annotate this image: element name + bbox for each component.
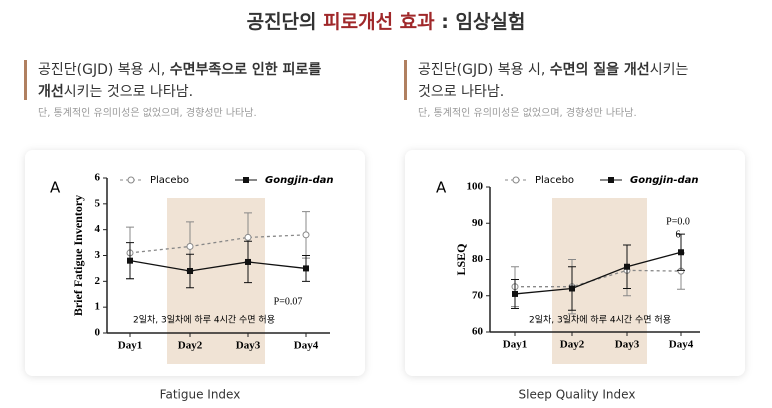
x-tick-label: Day2 — [178, 340, 203, 352]
chart-caption: Fatigue Index — [160, 388, 241, 402]
paragraph-run: 시키는 것으로 나타남. — [64, 84, 193, 100]
legend-marker — [608, 177, 614, 183]
paragraph-line: 것으로 나타남. — [418, 84, 504, 100]
legend-label: Placebo — [535, 175, 574, 186]
paragraph-run: 공진단(GJD) 복용 시, — [38, 62, 170, 78]
note: 단, 통계적인 유의미성은 없었으며, 경향성만 나타남. — [418, 106, 637, 119]
x-tick-label: Day3 — [615, 339, 640, 351]
legend-marker — [243, 177, 249, 183]
y-tick-label: 80 — [472, 253, 484, 265]
x-tick-label: Day1 — [503, 339, 527, 351]
paragraph-run: 수면의 질을 개선 — [550, 61, 650, 78]
paragraph-run: 것으로 나타남. — [418, 84, 504, 100]
series-line — [515, 269, 682, 288]
highlight-region — [167, 198, 265, 364]
data-point — [244, 233, 252, 241]
series-line — [129, 260, 307, 272]
paragraph-run: 시키는 — [650, 62, 689, 78]
y-tick-label: 1 — [95, 301, 101, 313]
data-point — [569, 285, 575, 292]
y-tick-label: 3 — [95, 249, 101, 261]
annotation: P=0.0 — [666, 216, 690, 227]
y-axis-label: LSEQ — [454, 243, 468, 275]
data-point — [512, 290, 518, 297]
x-tick-label: Day1 — [118, 340, 142, 352]
y-tick-label: 6 — [95, 172, 101, 184]
paragraph-line: 공진단(GJD) 복용 시, 수면부족으로 인한 피로를 — [38, 61, 321, 78]
data-point — [187, 268, 193, 274]
series-line — [129, 234, 307, 254]
data-point — [624, 263, 630, 270]
y-tick-label: 0 — [95, 327, 101, 339]
annotation: P=0.07 — [274, 296, 303, 307]
y-axis-label: Brief Fatigue Inventory — [71, 195, 85, 316]
data-point — [302, 231, 310, 239]
paragraph-run: 수면부족으로 인한 피로를 — [170, 61, 322, 78]
chart-caption: Sleep Quality Index — [519, 388, 636, 402]
paragraph-run: 개선 — [38, 84, 64, 100]
highlight-region — [552, 198, 647, 364]
data-point — [186, 242, 194, 250]
data-point — [127, 257, 133, 264]
paragraph-line: 개선시키는 것으로 나타남. — [38, 84, 193, 100]
y-tick-label: 100 — [467, 181, 484, 193]
legend-label: Gongjin-dan — [630, 175, 699, 186]
panel-label: A — [436, 179, 447, 197]
y-tick-label: 60 — [472, 326, 484, 338]
annotation: 2일차, 3일차에 하루 4시간 수면 허용 — [529, 314, 671, 326]
annotation: 2일차, 3일차에 하루 4시간 수면 허용 — [133, 314, 275, 326]
title-part: : 임상실험 — [435, 11, 526, 33]
x-tick-label: Day4 — [669, 339, 694, 351]
series-line — [514, 251, 682, 295]
paragraph-run: 공진단(GJD) 복용 시, — [418, 62, 550, 78]
page-title: 공진단의 피로개선 효과 : 임상실험 — [247, 11, 526, 33]
accent-bar — [404, 60, 407, 100]
annotation: 6 — [676, 229, 681, 240]
y-tick-label: 70 — [472, 289, 484, 301]
y-tick-label: 4 — [95, 223, 101, 235]
x-tick-label: Day4 — [294, 340, 319, 352]
data-point — [245, 258, 251, 265]
legend-label: Gongjin-dan — [265, 175, 334, 186]
y-tick-label: 90 — [472, 217, 484, 229]
y-tick-label: 5 — [95, 197, 101, 209]
legend-marker — [127, 176, 135, 184]
legend-marker — [512, 176, 520, 184]
legend-label: Placebo — [150, 175, 189, 186]
y-tick-label: 2 — [95, 275, 101, 287]
paragraph-line: 공진단(GJD) 복용 시, 수면의 질을 개선시키는 — [418, 61, 688, 78]
accent-bar — [24, 60, 27, 100]
data-point — [303, 265, 309, 272]
note: 단, 통계적인 유의미성은 없었으며, 경향성만 나타남. — [38, 106, 257, 119]
title-highlight: 피로개선 효과 — [323, 11, 435, 33]
x-tick-label: Day2 — [560, 339, 585, 351]
x-tick-label: Day3 — [236, 340, 261, 352]
title-part: 공진단의 — [247, 11, 324, 33]
data-point — [678, 249, 684, 256]
panel-label: A — [50, 179, 61, 197]
